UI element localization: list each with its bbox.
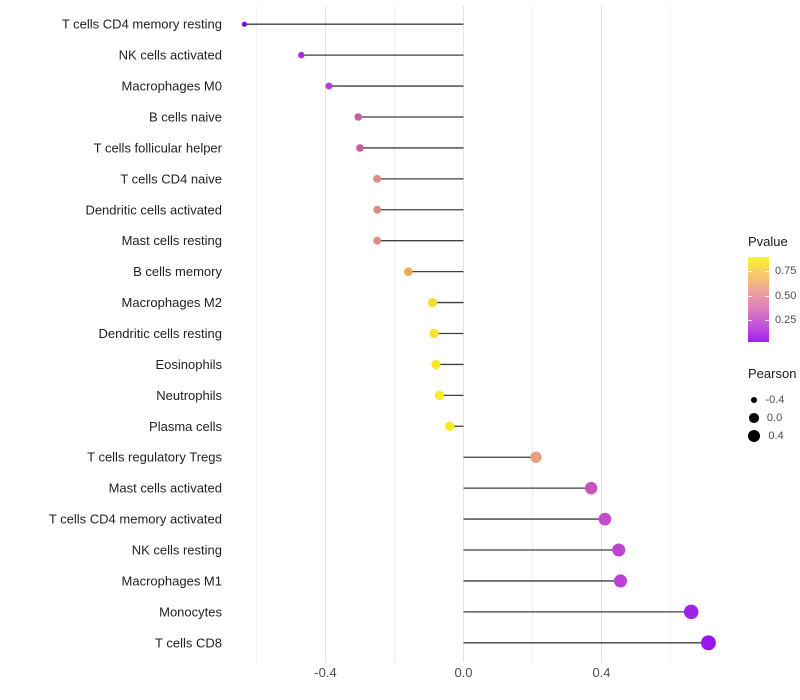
y-axis-label: Monocytes xyxy=(159,604,222,619)
y-axis-label: T cells follicular helper xyxy=(94,140,223,155)
pearson-legend-item: 0.0 xyxy=(748,409,800,427)
pearson-legend: Pearson -0.4 0.0 0.4 xyxy=(746,366,800,445)
pearson-legend-item: -0.4 xyxy=(748,391,800,409)
data-point xyxy=(373,236,382,245)
y-axis-label: Macrophages M1 xyxy=(122,573,222,588)
y-axis-label: Dendritic cells resting xyxy=(98,326,222,341)
data-point xyxy=(429,328,439,339)
pearson-legend-title: Pearson xyxy=(748,366,797,381)
pvalue-colorbar-tick xyxy=(748,271,752,273)
data-point xyxy=(612,543,626,557)
data-point xyxy=(434,390,444,401)
data-point xyxy=(354,113,363,121)
pearson-item-label: 0.4 xyxy=(768,430,784,442)
data-point xyxy=(444,421,455,432)
y-axis-label: T cells CD4 memory resting xyxy=(62,17,222,32)
pvalue-tick-label: 0.75 xyxy=(775,265,797,278)
data-point xyxy=(598,512,612,526)
y-axis-label: NK cells resting xyxy=(132,543,222,558)
pearson-item-label: -0.4 xyxy=(765,394,785,406)
y-axis-label: NK cells activated xyxy=(119,48,222,63)
data-point xyxy=(356,144,364,152)
pearson-legend-item: 0.4 xyxy=(747,427,800,445)
data-point xyxy=(683,604,699,620)
y-axis-label: T cells regulatory Tregs xyxy=(87,450,222,465)
y-axis-label: Macrophages M0 xyxy=(122,79,222,94)
y-axis-label: B cells memory xyxy=(133,264,222,279)
pvalue-colorbar-tick xyxy=(765,320,769,322)
y-axis-label: T cells CD8 xyxy=(155,635,222,650)
data-point xyxy=(431,359,441,370)
y-axis-label: Mast cells resting xyxy=(122,233,222,248)
pvalue-colorbar-tick xyxy=(748,295,752,297)
pvalue-colorbar: 0.75 0.50 0.25 xyxy=(748,257,796,342)
data-point xyxy=(427,297,438,308)
pvalue-colorbar-tick xyxy=(748,320,752,322)
data-point xyxy=(613,574,628,588)
data-point xyxy=(325,82,333,90)
y-axis-label: Macrophages M2 xyxy=(122,295,222,310)
x-tick-label: 0.4 xyxy=(592,665,610,680)
pearson-size-dot xyxy=(749,413,759,423)
x-tick-label: -0.4 xyxy=(314,665,336,680)
data-point xyxy=(241,21,248,27)
pvalue-colorbar-tick xyxy=(765,295,769,297)
data-point xyxy=(700,635,716,651)
pvalue-tick-label: 0.25 xyxy=(775,314,797,327)
data-point xyxy=(373,174,382,183)
pvalue-tick-label: 0.50 xyxy=(775,289,797,302)
pvalue-legend-title: Pvalue xyxy=(748,234,788,249)
data-point xyxy=(584,481,598,495)
y-axis-label: Mast cells activated xyxy=(109,481,222,496)
y-axis-label: Dendritic cells activated xyxy=(85,202,222,217)
y-axis-label: B cells naive xyxy=(149,109,222,124)
data-point xyxy=(373,205,382,214)
data-point xyxy=(298,51,305,59)
pearson-item-label: 0.0 xyxy=(766,412,783,424)
y-axis-label: T cells CD4 naive xyxy=(120,171,222,186)
y-axis-label: T cells CD4 memory activated xyxy=(49,512,222,527)
pvalue-gradient-bar xyxy=(748,257,769,342)
pearson-size-dot xyxy=(750,396,758,404)
pvalue-colorbar-tick xyxy=(765,271,769,273)
data-point xyxy=(403,267,413,276)
data-point xyxy=(530,451,542,463)
pearson-size-dot xyxy=(747,429,761,443)
legend: Pvalue 0.75 0.50 0.25 Pearson -0.4 0.0 0.4 xyxy=(746,234,800,445)
y-axis-label: Plasma cells xyxy=(149,419,222,434)
y-axis-label: Neutrophils xyxy=(156,388,222,403)
y-axis-label: Eosinophils xyxy=(156,357,223,372)
x-tick-label: 0.0 xyxy=(454,665,472,680)
